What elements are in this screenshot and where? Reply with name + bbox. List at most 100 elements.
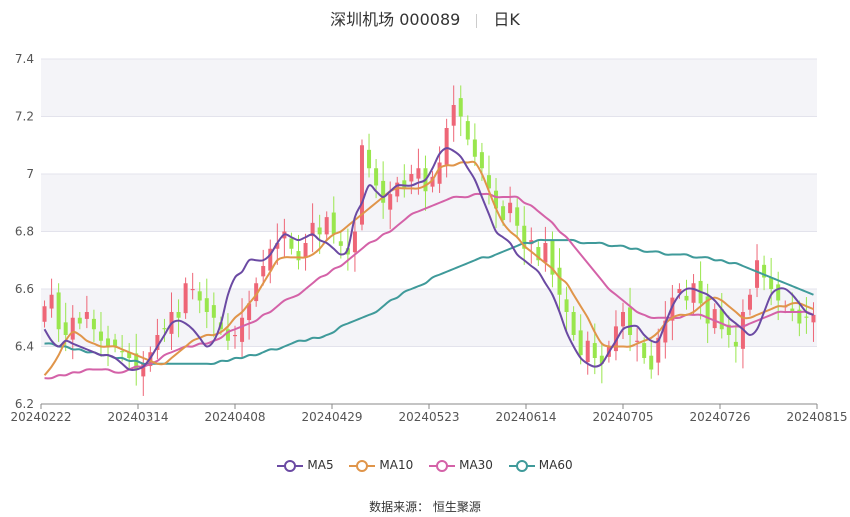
- stock-name-code: 深圳机场 000089: [330, 10, 461, 29]
- candle: [628, 287, 633, 352]
- period-label: 日K: [493, 10, 520, 29]
- candle: [381, 161, 386, 219]
- candle: [769, 257, 774, 306]
- legend-label: MA30: [459, 458, 493, 472]
- candle: [56, 283, 61, 342]
- candle: [508, 186, 513, 223]
- legend-item-ma30[interactable]: MA30: [429, 458, 493, 473]
- y-tick-label: 7.4: [15, 52, 34, 66]
- x-tick-label: 20240815: [786, 410, 847, 424]
- candle: [155, 318, 160, 360]
- candle: [656, 328, 661, 376]
- y-tick-label: 6.4: [15, 340, 34, 354]
- candlestick-chart: 6.2 6.4 6.6 6.8 7 7.2 7.4 20240222 20240314 2024…: [10, 52, 848, 424]
- candle: [621, 302, 625, 340]
- candle: [804, 297, 809, 334]
- candle: [240, 298, 245, 358]
- candle: [536, 241, 541, 266]
- candle: [522, 206, 527, 265]
- candle: [684, 279, 689, 310]
- candle: [395, 176, 400, 203]
- candle: [635, 328, 640, 362]
- legend-ma10-icon: [349, 459, 376, 472]
- candle: [726, 315, 731, 348]
- candle: [557, 248, 562, 311]
- legend-ma60-icon: [508, 459, 535, 472]
- candle: [268, 239, 273, 284]
- candle: [113, 333, 118, 353]
- candle: [755, 244, 760, 298]
- x-axis: 20240222 20240314 20240408 20240429 20240523…: [10, 403, 848, 424]
- candle: [762, 255, 767, 291]
- candle: [261, 249, 266, 286]
- candle: [190, 272, 195, 300]
- candle: [797, 300, 802, 337]
- candle: [416, 148, 421, 195]
- x-tick-label: 20240314: [107, 410, 168, 424]
- legend-ma30-icon: [429, 459, 456, 472]
- candle: [430, 171, 435, 193]
- candle: [578, 314, 583, 365]
- candle: [359, 139, 364, 231]
- title-separator: [476, 13, 478, 28]
- plot-background-bands: [41, 59, 817, 347]
- candle: [388, 181, 393, 230]
- candle: [402, 164, 407, 198]
- candle: [649, 339, 654, 379]
- x-tick-label: 20240408: [204, 410, 265, 424]
- candle: [197, 282, 202, 314]
- data-source: 数据来源： 恒生聚源: [369, 500, 481, 514]
- candle: [564, 286, 569, 332]
- y-tick-label: 7: [26, 167, 34, 181]
- candle: [663, 301, 668, 359]
- moving-average-lines: [43, 147, 814, 380]
- candle: [465, 115, 470, 146]
- x-tick-label: 20240222: [10, 410, 71, 424]
- candle: [162, 318, 167, 342]
- y-tick-label: 6.2: [15, 397, 34, 411]
- candle: [585, 331, 590, 375]
- candle: [733, 322, 738, 363]
- legend-item-ma5[interactable]: MA5: [277, 458, 334, 473]
- ma10-line: [43, 160, 814, 376]
- candle: [204, 278, 209, 329]
- chart-title: 深圳机场 000089 日K: [0, 6, 850, 30]
- candle: [458, 85, 463, 137]
- candles: [42, 85, 816, 396]
- y-tick-label: 6.6: [15, 282, 34, 296]
- candle: [367, 133, 372, 178]
- legend-item-ma10[interactable]: MA10: [349, 458, 413, 473]
- candle: [176, 299, 181, 338]
- legend-label: MA60: [538, 458, 573, 472]
- legend: MA5 MA10 MA30 MA60: [0, 458, 850, 473]
- candle: [63, 302, 68, 352]
- candle: [254, 277, 259, 307]
- y-tick-label: 6.8: [15, 225, 34, 239]
- candle: [91, 309, 96, 342]
- x-tick-label: 20240429: [301, 410, 362, 424]
- candle: [451, 85, 456, 142]
- candle: [183, 277, 188, 319]
- candle: [571, 306, 576, 341]
- candle: [77, 312, 82, 330]
- candle: [42, 300, 47, 328]
- legend-item-ma60[interactable]: MA60: [508, 458, 573, 473]
- candle: [211, 292, 216, 338]
- candle: [247, 290, 252, 340]
- y-tick-label: 7.2: [15, 110, 34, 124]
- candle: [331, 196, 336, 244]
- ma60-line: [44, 238, 814, 365]
- candle: [790, 292, 795, 322]
- candle: [49, 278, 54, 318]
- candle: [127, 343, 132, 371]
- legend-label: MA5: [307, 458, 334, 472]
- y-axis: 6.2 6.4 6.6 6.8 7 7.2 7.4: [15, 52, 34, 411]
- candle: [747, 289, 752, 316]
- candle: [303, 233, 308, 271]
- candle: [494, 178, 499, 229]
- candle: [472, 123, 477, 166]
- candle: [352, 218, 357, 272]
- candle: [529, 227, 534, 264]
- candle: [670, 284, 675, 341]
- plot-band: [41, 59, 817, 117]
